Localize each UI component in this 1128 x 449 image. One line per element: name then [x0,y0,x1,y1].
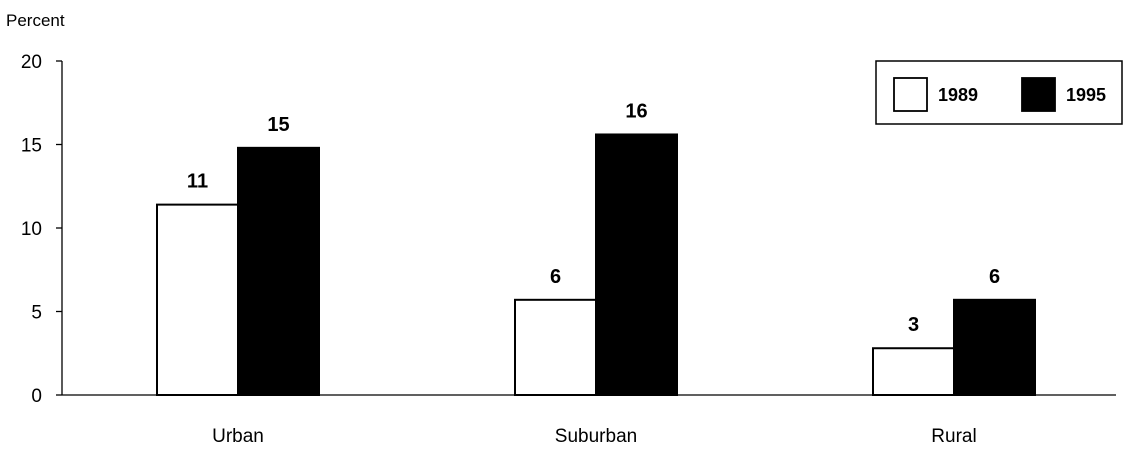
bar-1989-rural [872,347,955,396]
bar-1995-rural [953,298,1036,396]
y-ticks: 0 5 10 15 20 [21,52,62,407]
data-label-1989-suburban: 6 [550,266,561,288]
legend-label-1995: 1995 [1066,85,1106,105]
y-tick-label: 10 [21,219,42,240]
bars [156,133,1036,396]
data-label-1995-rural: 6 [989,266,1000,288]
category-label-suburban: Suburban [555,426,637,447]
y-tick-label: 20 [21,52,42,73]
bar-1995-suburban [595,133,678,396]
data-label-1989-urban: 11 [187,171,208,193]
legend-swatch-1995 [1021,77,1056,112]
category-label-urban: Urban [212,426,264,447]
bar-1989-suburban [514,298,597,396]
value-labels: 11 15 6 16 3 6 [187,100,1000,336]
legend-label-1989: 1989 [938,85,978,105]
y-tick-label: 5 [31,303,42,324]
category-labels: Urban Suburban Rural [212,426,977,447]
y-tick-label: 15 [21,136,42,157]
bar-1995-urban [237,146,320,396]
data-label-1989-rural: 3 [908,314,919,336]
bar-1989-urban [156,203,239,396]
legend-swatch-1989 [893,77,928,112]
data-label-1995-urban: 15 [267,114,289,136]
y-tick-label: 0 [31,386,42,407]
data-label-1995-suburban: 16 [625,100,647,122]
legend: 1989 1995 [875,60,1123,125]
category-label-rural: Rural [931,426,976,447]
y-axis-title: Percent [6,11,65,30]
